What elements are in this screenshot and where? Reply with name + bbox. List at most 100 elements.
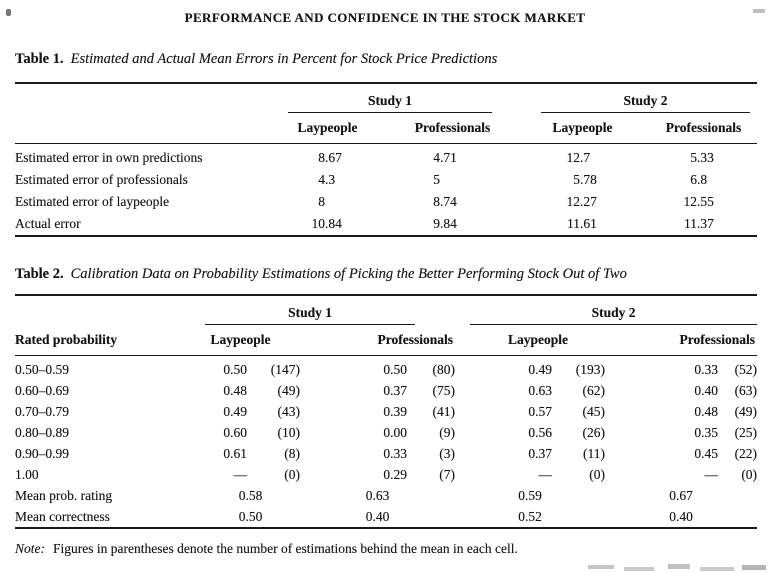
table2-group-study1: Study 1 bbox=[165, 295, 455, 325]
row-label: Estimated error of professionals bbox=[15, 172, 188, 187]
value-cell: 0.00 bbox=[383, 424, 407, 440]
running-head: PERFORMANCE AND CONFIDENCE IN THE STOCK … bbox=[184, 10, 586, 25]
count-cell: (26) bbox=[582, 424, 606, 440]
table1-study1-label: Study 1 bbox=[288, 92, 492, 113]
table-row: 0.80–0.89 0.60 (10) 0.00 (9) 0.56 (26) 0… bbox=[15, 422, 757, 443]
count-cell: (80) bbox=[432, 361, 456, 377]
table1-caption-text: Estimated and Actual Mean Errors in Perc… bbox=[70, 51, 498, 67]
count-cell: (49) bbox=[734, 403, 758, 419]
scan-artifact bbox=[588, 565, 614, 569]
value-cell: 8.74 bbox=[433, 194, 457, 209]
count-cell: (8) bbox=[284, 445, 300, 461]
table2-stub-header: Rated probability bbox=[15, 325, 165, 356]
value-cell: 11.61 bbox=[567, 216, 597, 231]
note-label: Note: bbox=[15, 541, 45, 556]
value-cell: 5.78 bbox=[573, 172, 597, 187]
count-cell: (11) bbox=[583, 445, 606, 461]
value-cell: 0.33 bbox=[383, 445, 407, 461]
summary-value-cell: 0.40 bbox=[669, 508, 693, 524]
table1-colhead-lay2: Laypeople bbox=[515, 113, 650, 144]
count-cell: (7) bbox=[439, 466, 456, 482]
value-cell: 0.50 bbox=[383, 361, 407, 377]
row-label: Estimated error in own predictions bbox=[15, 150, 203, 165]
value-cell: 0.45 bbox=[694, 445, 719, 461]
table1-study2-label: Study 2 bbox=[541, 92, 750, 113]
scan-artifact bbox=[742, 565, 766, 570]
count-cell: (9) bbox=[439, 424, 456, 440]
table-row: Actual error 10.84 9.84 11.61 11.37 bbox=[15, 213, 757, 236]
value-cell: 10.84 bbox=[311, 216, 342, 231]
count-cell: (25) bbox=[734, 424, 758, 440]
table-row: Estimated error of laypeople 8 8.74 12.2… bbox=[15, 191, 757, 213]
count-cell: (22) bbox=[734, 445, 758, 461]
count-cell: (3) bbox=[439, 445, 456, 461]
row-label: 1.00 bbox=[15, 466, 39, 482]
table2-stub-empty bbox=[15, 295, 165, 325]
value-cell: 11.37 bbox=[684, 216, 714, 231]
scan-artifact bbox=[700, 567, 734, 571]
count-cell: (41) bbox=[432, 403, 456, 419]
row-label: 0.90–0.99 bbox=[15, 445, 69, 461]
table1-caption-label: Table 1. bbox=[15, 51, 64, 67]
table2-caption-text: Calibration Data on Probability Estimati… bbox=[70, 266, 627, 282]
table2-colhead-prof2: Professionals bbox=[605, 325, 758, 356]
summary-value-cell: 0.67 bbox=[669, 487, 693, 503]
value-cell: 0.48 bbox=[694, 403, 719, 419]
value-cell: 0.37 bbox=[383, 382, 407, 398]
summary-value-cell: 0.59 bbox=[518, 487, 542, 503]
value-cell: 8.67 bbox=[318, 150, 342, 165]
value-cell: 5 bbox=[433, 172, 440, 187]
count-cell: (193) bbox=[575, 361, 606, 377]
table-1: Study 1 Study 2 Laypeople Professionals … bbox=[15, 82, 757, 237]
scan-artifact bbox=[624, 567, 654, 571]
value-cell: 12.7 bbox=[566, 150, 591, 165]
table2-colhead-lay1: Laypeople bbox=[165, 325, 300, 356]
row-label: Actual error bbox=[15, 216, 81, 231]
value-cell: 12.27 bbox=[566, 194, 597, 209]
value-cell: — bbox=[233, 466, 248, 482]
count-cell: (45) bbox=[582, 403, 606, 419]
value-cell: 0.37 bbox=[528, 445, 553, 461]
table-row: 0.90–0.99 0.61 (8) 0.33 (3) 0.37 (11) 0.… bbox=[15, 443, 757, 464]
value-cell: 0.33 bbox=[694, 361, 719, 377]
value-cell: 9.84 bbox=[433, 216, 457, 231]
value-cell: 0.56 bbox=[528, 424, 553, 440]
summary-value-cell: 0.40 bbox=[365, 508, 390, 524]
summary-value-cell: 0.50 bbox=[238, 508, 263, 524]
value-cell: — bbox=[538, 466, 553, 482]
value-cell: 5.33 bbox=[690, 150, 714, 165]
row-label: Mean prob. rating bbox=[15, 487, 113, 503]
summary-row: Mean prob. rating 0.58 0.63 0.59 0.67 bbox=[15, 485, 757, 506]
summary-value-cell: 0.58 bbox=[238, 487, 263, 503]
value-cell: 0.63 bbox=[528, 382, 553, 398]
table2-colhead-row: Rated probability Laypeople Professional… bbox=[15, 325, 758, 356]
table-2: Study 1 Study 2 Rated probability Laypeo… bbox=[15, 294, 758, 529]
row-label: Mean correctness bbox=[15, 508, 110, 524]
summary-value-cell: 0.52 bbox=[518, 508, 542, 524]
table1-stub-empty bbox=[15, 83, 265, 113]
table-row: Estimated error of professionals 4.3 5 5… bbox=[15, 169, 757, 191]
value-cell: 0.50 bbox=[223, 361, 247, 377]
value-cell: 0.49 bbox=[223, 403, 247, 419]
count-cell: (63) bbox=[734, 382, 758, 398]
table1-group-study2: Study 2 bbox=[515, 83, 757, 113]
count-cell: (10) bbox=[277, 424, 301, 440]
scan-artifact bbox=[668, 564, 690, 569]
table-row: 0.50–0.59 0.50 (147) 0.50 (80) 0.49 (193… bbox=[15, 356, 757, 381]
row-label: 0.50–0.59 bbox=[15, 361, 69, 377]
table2-caption-label: Table 2. bbox=[15, 266, 64, 282]
value-cell: 0.61 bbox=[223, 445, 247, 461]
count-cell: (43) bbox=[277, 403, 301, 419]
summary-row: Mean correctness 0.50 0.40 0.52 0.40 bbox=[15, 506, 757, 528]
table2-study2-label: Study 2 bbox=[470, 304, 758, 325]
table1-colhead-row: Laypeople Professionals Laypeople Profes… bbox=[15, 113, 757, 144]
table1-study-row: Study 1 Study 2 bbox=[15, 83, 757, 113]
table-row: 0.70–0.79 0.49 (43) 0.39 (41) 0.57 (45) … bbox=[15, 401, 757, 422]
value-cell: 0.39 bbox=[383, 403, 407, 419]
count-cell: (52) bbox=[734, 361, 758, 377]
table2-caption: Table 2. Calibration Data on Probability … bbox=[15, 266, 627, 283]
value-cell: 0.40 bbox=[694, 382, 719, 398]
table1-stub-empty2 bbox=[15, 113, 265, 144]
value-cell: 4.71 bbox=[433, 150, 457, 165]
